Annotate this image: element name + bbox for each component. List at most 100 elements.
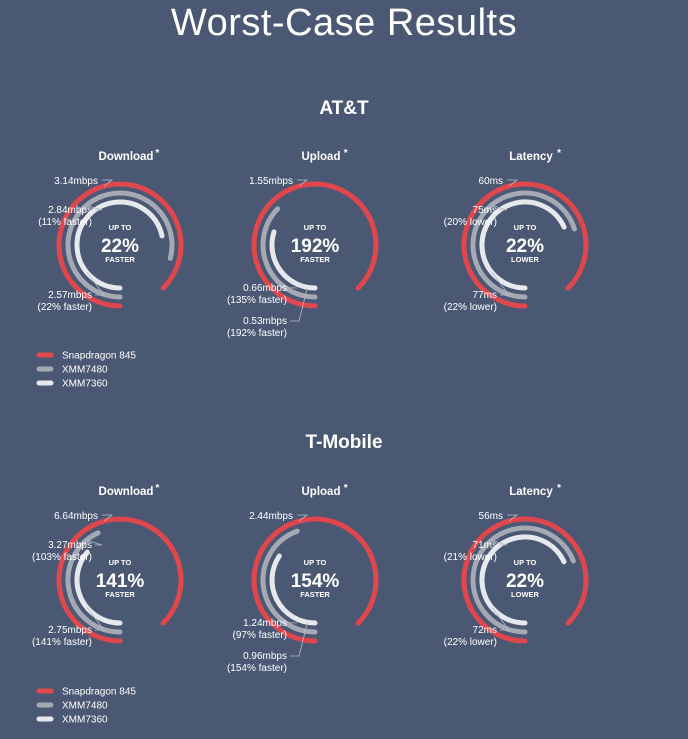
t-mobile-latency-direction: LOWER — [511, 590, 539, 599]
t-mobile-download-asterisk: * — [155, 483, 159, 494]
t-mobile-download-headline: 141% — [96, 571, 145, 592]
t-mobile-download-note-xmm7480: (103% faster) — [32, 552, 92, 563]
t-mobile-download-note-xmm7360: (141% faster) — [32, 637, 92, 648]
t-mobile-download-arc-xmm7480 — [65, 530, 123, 635]
at-t-download-leader-xmm7480 — [86, 204, 103, 211]
at-t-latency-value-xmm7360: 77ms — [473, 290, 497, 301]
at-t-download-direction: FASTER — [105, 255, 135, 264]
t-mobile-legend-label-snapdragon-845: Snapdragon 845 — [62, 687, 136, 698]
at-t-download-arc-snapdragon-845 — [56, 181, 184, 309]
t-mobile-latency-arc-xmm7480 — [470, 525, 576, 635]
t-mobile-upload-note-xmm7480: (97% faster) — [233, 630, 287, 641]
at-t-download-value-xmm7360: 2.57mbps — [48, 290, 92, 301]
at-t-download-leader-snapdragon-845 — [102, 179, 114, 187]
t-mobile-upload-note-xmm7360: (154% faster) — [227, 663, 287, 674]
at-t-carrier-title: AT&T — [319, 98, 369, 119]
t-mobile-latency-value-xmm7480: 71ms — [473, 540, 497, 551]
t-mobile-upload-up-to: UP TO — [304, 558, 327, 567]
at-t-download-asterisk: * — [155, 148, 159, 159]
at-t-upload-arc-xmm7480 — [260, 206, 318, 300]
at-t-upload-headline: 192% — [291, 236, 340, 257]
t-mobile-download-leader-snapdragon-845 — [102, 514, 114, 522]
t-mobile-legend-label-xmm7480: XMM7480 — [62, 701, 108, 712]
t-mobile-upload-value-snapdragon-845: 2.44mbps — [249, 511, 293, 522]
t-mobile-latency-value-snapdragon-845: 56ms — [479, 511, 503, 522]
at-t-latency-value-snapdragon-845: 60ms — [479, 176, 503, 187]
t-mobile-upload-leader-snapdragon-845 — [297, 514, 309, 522]
at-t-latency-leader-xmm7360 — [491, 272, 510, 296]
t-mobile-download-metric-label: Download — [99, 486, 154, 498]
at-t-upload-note-xmm7480: (135% faster) — [227, 295, 287, 306]
t-mobile-upload-asterisk: * — [344, 483, 348, 494]
at-t-download-note-xmm7360: (22% faster) — [38, 302, 92, 313]
at-t-latency-up-to: UP TO — [514, 223, 537, 232]
t-mobile-download-leader-xmm7480 — [86, 539, 103, 546]
t-mobile-latency-note-xmm7480: (21% lower) — [444, 552, 497, 563]
t-mobile-latency-leader-xmm7480 — [491, 539, 508, 546]
at-t-latency-direction: LOWER — [511, 255, 539, 264]
t-mobile-latency-leader-xmm7360 — [491, 607, 510, 631]
t-mobile-latency-note-xmm7360: (22% lower) — [444, 637, 497, 648]
t-mobile-latency-up-to: UP TO — [514, 558, 537, 567]
at-t-latency-note-xmm7480: (20% lower) — [444, 217, 497, 228]
at-t-legend-label-xmm7360: XMM7360 — [62, 379, 108, 390]
at-t-upload-metric-label: Upload — [302, 151, 341, 163]
t-mobile-upload-headline: 154% — [291, 571, 340, 592]
at-t-download-metric-label: Download — [99, 151, 154, 163]
at-t-download-note-xmm7480: (11% faster) — [38, 217, 92, 228]
t-mobile-latency-value-xmm7360: 72ms — [473, 625, 497, 636]
at-t-latency-leader-xmm7480 — [491, 204, 508, 211]
at-t-download-value-snapdragon-845: 3.14mbps — [54, 176, 98, 187]
at-t-upload-arc-xmm7360 — [269, 229, 318, 291]
at-t-upload-value-xmm7480: 0.66mbps — [243, 283, 287, 294]
t-mobile-download-arc-xmm7360 — [74, 549, 123, 626]
at-t-latency-arc-xmm7360 — [479, 199, 567, 291]
t-mobile-latency-arc-snapdragon-845 — [461, 516, 589, 644]
t-mobile-latency-arc-xmm7360 — [479, 534, 567, 626]
t-mobile-download-value-xmm7360: 2.75mbps — [48, 625, 92, 636]
t-mobile-upload-leader-xmm7360 — [290, 622, 308, 657]
at-t-download-arc-xmm7480 — [65, 190, 175, 300]
page-title: Worst-Case Results — [170, 2, 518, 44]
t-mobile-upload-value-xmm7480: 1.24mbps — [243, 618, 287, 629]
t-mobile-upload-metric-label: Upload — [302, 486, 341, 498]
at-t-upload-direction: FASTER — [300, 255, 330, 264]
at-t-upload-leader-snapdragon-845 — [297, 179, 309, 187]
t-mobile-latency-metric-label: Latency — [509, 486, 553, 498]
t-mobile-upload-arc-xmm7360 — [269, 553, 318, 626]
at-t-download-value-xmm7480: 2.84mbps — [48, 205, 92, 216]
at-t-legend-label-xmm7480: XMM7480 — [62, 365, 108, 376]
at-t-download-leader-xmm7360 — [86, 272, 105, 296]
t-mobile-latency-headline: 22% — [506, 571, 544, 592]
t-mobile-download-leader-xmm7360 — [86, 607, 105, 631]
t-mobile-download-up-to: UP TO — [109, 558, 132, 567]
t-mobile-download-arc-snapdragon-845 — [56, 516, 184, 644]
t-mobile-download-direction: FASTER — [105, 590, 135, 599]
t-mobile-legend-label-xmm7360: XMM7360 — [62, 715, 108, 726]
at-t-upload-leader-xmm7360 — [290, 287, 308, 322]
at-t-upload-value-xmm7360: 0.53mbps — [243, 316, 287, 327]
at-t-upload-arc-snapdragon-845 — [251, 181, 379, 309]
at-t-upload-up-to: UP TO — [304, 223, 327, 232]
at-t-latency-asterisk: * — [557, 148, 561, 159]
t-mobile-upload-arc-snapdragon-845 — [251, 516, 379, 644]
at-t-latency-value-xmm7480: 75ms — [473, 205, 497, 216]
t-mobile-upload-arc-xmm7480 — [260, 528, 318, 635]
at-t-latency-arc-snapdragon-845 — [461, 181, 589, 309]
t-mobile-latency-leader-snapdragon-845 — [507, 514, 519, 522]
at-t-upload-note-xmm7360: (192% faster) — [227, 328, 287, 339]
t-mobile-latency-asterisk: * — [557, 483, 561, 494]
t-mobile-download-value-xmm7480: 3.27mbps — [48, 540, 92, 551]
at-t-download-up-to: UP TO — [109, 223, 132, 232]
at-t-latency-headline: 22% — [506, 236, 544, 257]
at-t-latency-leader-snapdragon-845 — [507, 179, 519, 187]
t-mobile-carrier-title: T-Mobile — [305, 432, 382, 453]
at-t-latency-metric-label: Latency — [509, 151, 553, 163]
t-mobile-download-value-snapdragon-845: 6.64mbps — [54, 511, 98, 522]
t-mobile-upload-direction: FASTER — [300, 590, 330, 599]
at-t-latency-note-xmm7360: (22% lower) — [444, 302, 497, 313]
at-t-legend-label-snapdragon-845: Snapdragon 845 — [62, 351, 136, 362]
at-t-download-arc-xmm7360 — [74, 199, 165, 291]
at-t-upload-value-snapdragon-845: 1.55mbps — [249, 176, 293, 187]
